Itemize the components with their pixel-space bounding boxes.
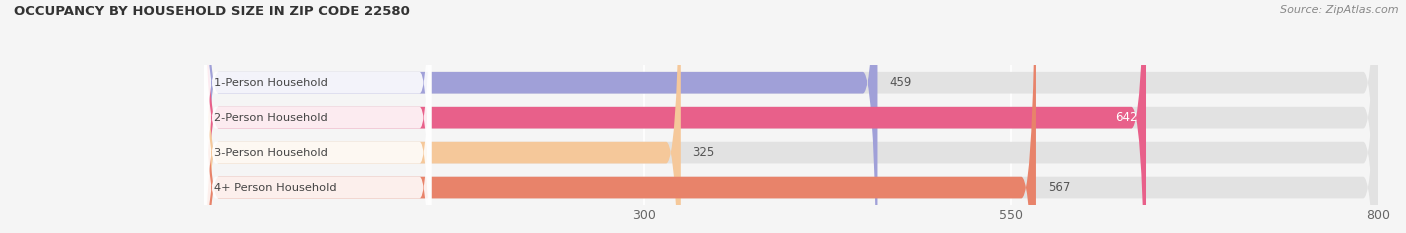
FancyBboxPatch shape	[204, 0, 1036, 233]
Text: 4+ Person Household: 4+ Person Household	[214, 183, 337, 192]
FancyBboxPatch shape	[204, 0, 1146, 233]
Text: 642: 642	[1115, 111, 1137, 124]
Text: 325: 325	[693, 146, 714, 159]
Text: 2-Person Household: 2-Person Household	[214, 113, 328, 123]
FancyBboxPatch shape	[204, 0, 877, 233]
FancyBboxPatch shape	[204, 0, 432, 233]
FancyBboxPatch shape	[204, 0, 432, 233]
Text: 567: 567	[1047, 181, 1070, 194]
FancyBboxPatch shape	[204, 0, 1378, 233]
Text: OCCUPANCY BY HOUSEHOLD SIZE IN ZIP CODE 22580: OCCUPANCY BY HOUSEHOLD SIZE IN ZIP CODE …	[14, 5, 411, 18]
FancyBboxPatch shape	[204, 0, 1378, 233]
Text: 3-Person Household: 3-Person Household	[214, 148, 328, 158]
FancyBboxPatch shape	[204, 0, 432, 233]
Text: 1-Person Household: 1-Person Household	[214, 78, 328, 88]
FancyBboxPatch shape	[204, 0, 432, 233]
Text: 459: 459	[889, 76, 911, 89]
FancyBboxPatch shape	[204, 0, 681, 233]
FancyBboxPatch shape	[204, 0, 1378, 233]
FancyBboxPatch shape	[204, 0, 1378, 233]
Text: Source: ZipAtlas.com: Source: ZipAtlas.com	[1281, 5, 1399, 15]
